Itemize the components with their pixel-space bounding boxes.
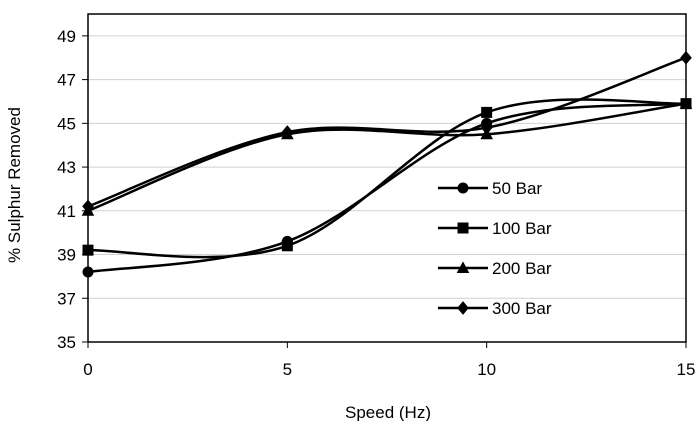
legend-label: 200 Bar — [492, 259, 552, 278]
series-200-bar — [82, 97, 693, 216]
x-tick-label: 10 — [477, 360, 496, 379]
y-tick-label: 47 — [57, 71, 76, 90]
legend-item: 50 Bar — [438, 179, 542, 198]
data-point-square — [481, 107, 492, 118]
legend: 50 Bar 100 Bar 200 Bar 300 Bar — [438, 179, 552, 318]
y-axis-ticks: 35 37 39 41 43 45 47 49 — [57, 27, 88, 352]
legend-item: 300 Bar — [438, 299, 552, 318]
y-tick-label: 41 — [57, 202, 76, 221]
x-tick-label: 15 — [677, 360, 696, 379]
y-tick-label: 35 — [57, 333, 76, 352]
series-line — [88, 104, 686, 211]
y-tick-label: 39 — [57, 246, 76, 265]
legend-label: 100 Bar — [492, 219, 552, 238]
x-axis-title: Speed (Hz) — [345, 403, 431, 421]
series-layer — [82, 51, 693, 278]
legend-label: 50 Bar — [492, 179, 542, 198]
series-100-bar — [83, 98, 692, 257]
legend-item: 200 Bar — [438, 259, 552, 278]
x-tick-label: 5 — [283, 360, 292, 379]
x-tick-label: 0 — [83, 360, 92, 379]
data-point-diamond — [457, 301, 469, 315]
y-tick-label: 37 — [57, 289, 76, 308]
x-axis-ticks: 0 5 10 15 — [83, 342, 695, 379]
y-tick-label: 49 — [57, 27, 76, 46]
data-point-circle — [458, 183, 469, 194]
series-50-bar — [83, 98, 692, 277]
y-tick-label: 45 — [57, 114, 76, 133]
y-axis-title: % Sulphur Removed — [5, 107, 24, 263]
grid-lines — [88, 36, 686, 298]
legend-label: 300 Bar — [492, 299, 552, 318]
data-point-square — [458, 223, 469, 234]
data-point-square — [282, 240, 293, 251]
y-tick-label: 43 — [57, 158, 76, 177]
legend-item: 100 Bar — [438, 219, 552, 238]
